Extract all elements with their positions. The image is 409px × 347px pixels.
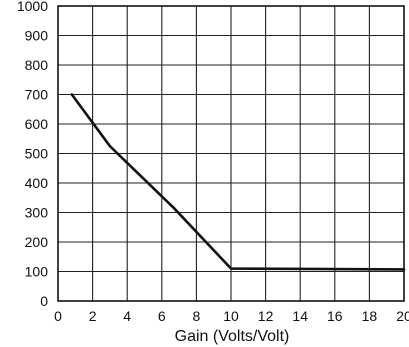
y-tick-label: 1000 [17, 0, 48, 14]
x-tick-label: 18 [362, 308, 378, 324]
x-tick-label: 10 [223, 308, 239, 324]
y-tick-label: 800 [25, 57, 49, 73]
y-tick-label: 600 [25, 116, 49, 132]
y-axis-ticks: 0 100 200 300 400 500 600 700 800 900 1000 [17, 0, 48, 309]
x-tick-label: 20 [396, 308, 409, 324]
y-tick-label: 700 [25, 87, 49, 103]
y-tick-label: 300 [25, 205, 49, 221]
grid [58, 6, 404, 301]
y-tick-label: 0 [40, 293, 48, 309]
x-tick-label: 2 [89, 308, 97, 324]
x-tick-label: 14 [292, 308, 308, 324]
plot-frame [57, 5, 405, 302]
y-tick-label: 400 [25, 175, 49, 191]
x-tick-label: 4 [123, 308, 131, 324]
x-axis-ticks: 0 2 4 6 8 10 12 14 16 18 20 [54, 308, 409, 324]
y-tick-label: 900 [25, 28, 49, 44]
series [70, 93, 406, 271]
x-tick-label: 0 [54, 308, 62, 324]
x-tick-label: 16 [327, 308, 343, 324]
x-tick-label: 12 [258, 308, 274, 324]
x-tick-label: 6 [158, 308, 166, 324]
y-tick-label: 100 [25, 264, 49, 280]
y-tick-label: 500 [25, 146, 49, 162]
plot-area [57, 5, 405, 302]
x-axis-title: Gain (Volts/Volt) [175, 328, 290, 345]
series-line [70, 93, 406, 271]
y-tick-label: 200 [25, 234, 49, 250]
x-tick-label: 8 [193, 308, 201, 324]
